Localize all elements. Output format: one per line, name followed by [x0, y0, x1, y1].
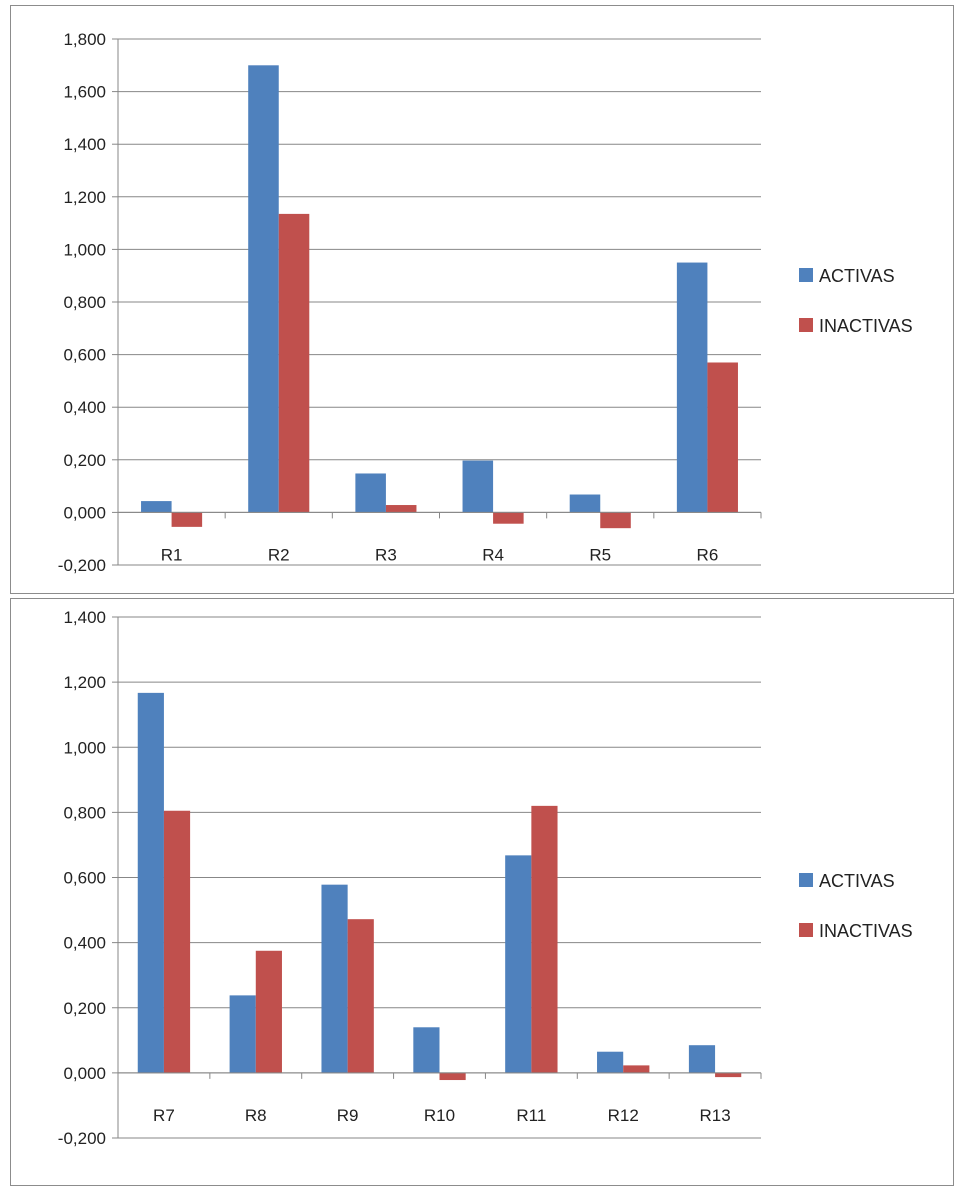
y-tick-label: 0,200: [63, 451, 106, 470]
bar-R4-inactivas: [493, 512, 524, 524]
x-tick-label: R9: [337, 1106, 359, 1125]
bar-R11-inactivas: [531, 805, 558, 1073]
x-tick-label: R3: [375, 545, 397, 564]
y-tick-label: 0,000: [63, 1064, 106, 1083]
legend-label-activas: ACTIVAS: [819, 871, 895, 891]
x-tick-label: R12: [608, 1106, 639, 1125]
y-tick-label: 1,200: [63, 188, 106, 207]
bar-R6-activas: [676, 262, 708, 513]
bar-R13-inactivas: [715, 1072, 742, 1078]
chart-panel-2: -0,200 0,000 0,200 0,400 0,600 0,800 1,000 1,20…: [10, 598, 954, 1186]
y-tick-label: 1,200: [63, 673, 106, 692]
bar-R9-activas: [321, 884, 348, 1073]
y-tick-label: 1,800: [63, 30, 106, 49]
bar-R5-activas: [569, 494, 601, 513]
x-tick-label: R1: [161, 545, 183, 564]
bar-R13-activas: [688, 1045, 716, 1073]
legend-swatch-activas: [799, 873, 813, 887]
x-tick-label: R8: [245, 1106, 267, 1125]
y-tick-label: 0,600: [63, 869, 106, 888]
x-tick-label: R6: [697, 545, 719, 564]
y-tick-label: -0,200: [58, 1129, 106, 1148]
bar-R6-inactivas: [707, 362, 738, 513]
bar-R5-inactivas: [600, 512, 631, 529]
bar-R7-inactivas: [163, 810, 191, 1073]
bar-R1-inactivas: [171, 512, 203, 527]
y-tick-label: 0,600: [63, 346, 106, 365]
bar-R12-activas: [597, 1051, 624, 1073]
x-tick-label: R4: [482, 545, 504, 564]
x-tick-label: R2: [268, 545, 290, 564]
bar-R8-activas: [229, 995, 256, 1073]
x-tick-label: R11: [516, 1106, 546, 1125]
y-tick-label: 1,000: [63, 240, 106, 259]
legend-swatch-inactivas: [799, 923, 813, 937]
bar-R9-inactivas: [347, 919, 374, 1073]
y-tick-label: 1,600: [63, 83, 106, 102]
legend-label-inactivas: INACTIVAS: [819, 921, 913, 941]
bar-R2-activas: [248, 65, 279, 513]
x-tick-label: R13: [699, 1106, 730, 1125]
y-tick-label: -0,200: [58, 556, 106, 575]
x-tick-label: R5: [589, 545, 611, 564]
legend-swatch-inactivas: [799, 318, 813, 332]
bar-chart-2: -0,200 0,000 0,200 0,400 0,600 0,800 1,000 1,20…: [58, 608, 913, 1148]
legend-label-inactivas: INACTIVAS: [819, 316, 913, 336]
y-tick-label: 0,400: [63, 934, 106, 953]
bar-R10-inactivas: [439, 1072, 466, 1081]
bar-R3-inactivas: [385, 505, 417, 513]
bar-R7-activas: [137, 692, 164, 1073]
chart-panel-1: -0,200 0,000 0,200 0,400 0,600 0,800 1,000 1,20…: [10, 5, 954, 594]
y-tick-label: 1,000: [63, 738, 106, 757]
bar-chart-1: -0,200 0,000 0,200 0,400 0,600 0,800 1,000 1,20…: [58, 30, 913, 575]
bar-R11-activas: [505, 855, 532, 1073]
y-tick-label: 0,400: [63, 398, 106, 417]
y-tick-label: 0,800: [63, 803, 106, 822]
legend-swatch-activas: [799, 268, 813, 282]
bar-R2-inactivas: [278, 213, 310, 513]
bar-R1-activas: [141, 501, 172, 513]
x-tick-label: R7: [153, 1106, 175, 1125]
bar-R12-inactivas: [623, 1065, 650, 1073]
y-tick-label: 1,400: [63, 135, 106, 154]
legend-label-activas: ACTIVAS: [819, 266, 895, 286]
y-tick-label: 1,400: [63, 608, 106, 627]
bar-R4-activas: [462, 460, 494, 513]
bar-R3-activas: [355, 473, 386, 513]
bar-R8-inactivas: [255, 950, 282, 1073]
y-tick-label: 0,800: [63, 293, 106, 312]
x-tick-label: R10: [424, 1106, 455, 1125]
bar-R10-activas: [413, 1027, 440, 1073]
y-tick-label: 0,200: [63, 999, 106, 1018]
y-tick-label: 0,000: [63, 503, 106, 522]
